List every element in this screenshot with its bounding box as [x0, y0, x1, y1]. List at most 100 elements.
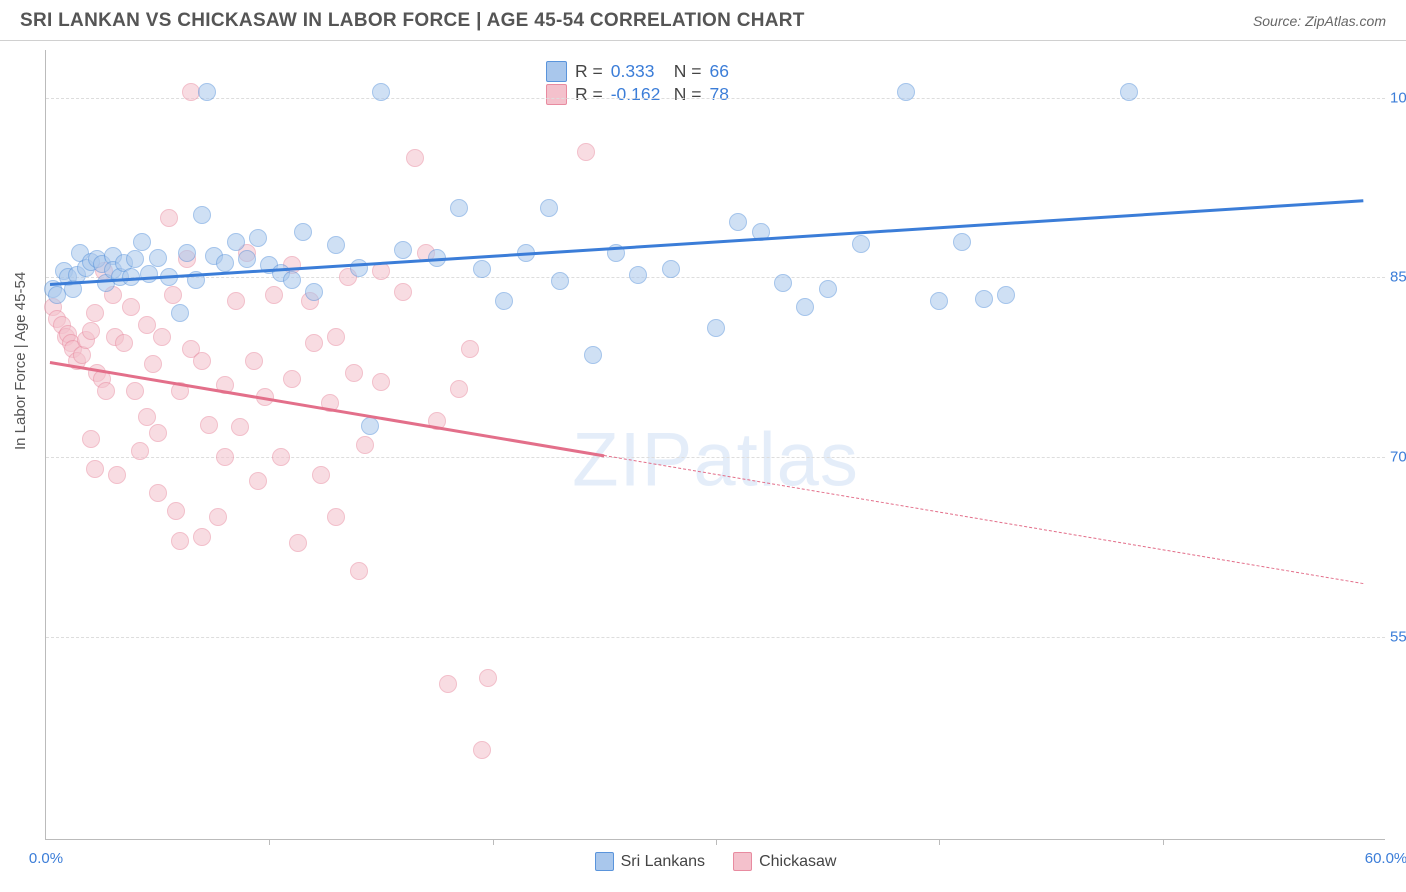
scatter-point-chickasaw — [193, 352, 211, 370]
scatter-point-chickasaw — [171, 532, 189, 550]
xtick-label: 0.0% — [29, 850, 63, 867]
scatter-point-chickasaw — [461, 340, 479, 358]
scatter-point-srilankan — [629, 266, 647, 284]
ytick-label: 100.0% — [1390, 89, 1406, 106]
scatter-point-srilankan — [171, 304, 189, 322]
gridline-h — [46, 277, 1385, 278]
n-label: N = — [674, 61, 702, 82]
stats-row-srilankan: R = 0.333 N = 66 — [546, 61, 764, 82]
trendline-dashed — [604, 455, 1363, 584]
scatter-point-srilankan — [238, 250, 256, 268]
scatter-point-srilankan — [1120, 83, 1138, 101]
scatter-point-srilankan — [140, 265, 158, 283]
scatter-point-srilankan — [283, 271, 301, 289]
scatter-point-srilankan — [662, 260, 680, 278]
xtick — [269, 839, 270, 845]
gridline-h — [46, 98, 1385, 99]
scatter-point-srilankan — [975, 290, 993, 308]
scatter-point-srilankan — [495, 292, 513, 310]
scatter-point-chickasaw — [138, 316, 156, 334]
scatter-point-chickasaw — [97, 382, 115, 400]
scatter-point-chickasaw — [153, 328, 171, 346]
scatter-point-srilankan — [930, 292, 948, 310]
scatter-point-srilankan — [216, 254, 234, 272]
ytick-label: 55.0% — [1390, 628, 1406, 645]
xtick — [493, 839, 494, 845]
plot-area: ZIPatlas R = 0.333 N = 66 R = -0.162 N =… — [45, 50, 1385, 840]
scatter-point-srilankan — [953, 233, 971, 251]
scatter-point-chickasaw — [126, 382, 144, 400]
legend-swatch-srilankan — [595, 852, 614, 871]
scatter-point-chickasaw — [86, 460, 104, 478]
scatter-point-srilankan — [149, 249, 167, 267]
scatter-point-srilankan — [897, 83, 915, 101]
scatter-point-srilankan — [774, 274, 792, 292]
scatter-point-srilankan — [852, 235, 870, 253]
scatter-point-chickasaw — [312, 466, 330, 484]
gridline-h — [46, 457, 1385, 458]
scatter-point-chickasaw — [305, 334, 323, 352]
legend-item-srilankan: Sri Lankans — [595, 852, 706, 871]
scatter-point-chickasaw — [345, 364, 363, 382]
xtick — [1163, 839, 1164, 845]
scatter-point-chickasaw — [450, 380, 468, 398]
ytick-label: 70.0% — [1390, 448, 1406, 465]
scatter-point-chickasaw — [439, 675, 457, 693]
scatter-point-chickasaw — [479, 669, 497, 687]
scatter-point-srilankan — [473, 260, 491, 278]
scatter-point-chickasaw — [356, 436, 374, 454]
scatter-point-srilankan — [372, 83, 390, 101]
source-label: Source: ZipAtlas.com — [1253, 13, 1386, 29]
scatter-point-chickasaw — [227, 292, 245, 310]
scatter-point-srilankan — [178, 244, 196, 262]
scatter-point-chickasaw — [245, 352, 263, 370]
r-value-chickasaw: -0.162 — [611, 84, 666, 105]
scatter-point-chickasaw — [473, 741, 491, 759]
scatter-point-srilankan — [819, 280, 837, 298]
scatter-point-chickasaw — [144, 355, 162, 373]
scatter-point-srilankan — [997, 286, 1015, 304]
scatter-point-srilankan — [126, 250, 144, 268]
ytick-label: 85.0% — [1390, 269, 1406, 286]
scatter-point-chickasaw — [394, 283, 412, 301]
scatter-point-chickasaw — [164, 286, 182, 304]
scatter-point-chickasaw — [577, 143, 595, 161]
legend-swatch-chickasaw — [733, 852, 752, 871]
scatter-point-srilankan — [796, 298, 814, 316]
trendline — [50, 200, 1363, 286]
scatter-point-chickasaw — [209, 508, 227, 526]
scatter-point-chickasaw — [372, 373, 390, 391]
scatter-point-srilankan — [133, 233, 151, 251]
scatter-point-srilankan — [361, 417, 379, 435]
xtick — [716, 839, 717, 845]
scatter-point-srilankan — [227, 233, 245, 251]
scatter-point-srilankan — [294, 223, 312, 241]
r-value-srilankan: 0.333 — [611, 61, 666, 82]
scatter-point-srilankan — [198, 83, 216, 101]
chart-header: SRI LANKAN VS CHICKASAW IN LABOR FORCE |… — [0, 0, 1406, 41]
stats-legend: R = 0.333 N = 66 R = -0.162 N = 78 — [536, 55, 774, 111]
scatter-point-chickasaw — [216, 448, 234, 466]
scatter-point-chickasaw — [406, 149, 424, 167]
legend-label-chickasaw: Chickasaw — [759, 853, 836, 871]
r-label: R = — [575, 84, 603, 105]
swatch-chickasaw — [546, 84, 567, 105]
scatter-point-chickasaw — [249, 472, 267, 490]
scatter-point-chickasaw — [289, 534, 307, 552]
scatter-point-chickasaw — [82, 322, 100, 340]
y-axis-label: In Labor Force | Age 45-54 — [12, 272, 29, 450]
scatter-point-chickasaw — [283, 370, 301, 388]
scatter-point-chickasaw — [231, 418, 249, 436]
scatter-point-srilankan — [249, 229, 267, 247]
scatter-point-chickasaw — [160, 209, 178, 227]
scatter-point-chickasaw — [149, 484, 167, 502]
chart-container: SRI LANKAN VS CHICKASAW IN LABOR FORCE |… — [0, 0, 1406, 892]
scatter-point-chickasaw — [327, 328, 345, 346]
scatter-point-srilankan — [729, 213, 747, 231]
legend-item-chickasaw: Chickasaw — [733, 852, 836, 871]
scatter-point-chickasaw — [131, 442, 149, 460]
scatter-point-srilankan — [540, 199, 558, 217]
chart-title: SRI LANKAN VS CHICKASAW IN LABOR FORCE |… — [20, 10, 805, 32]
scatter-point-srilankan — [305, 283, 323, 301]
scatter-point-chickasaw — [82, 430, 100, 448]
